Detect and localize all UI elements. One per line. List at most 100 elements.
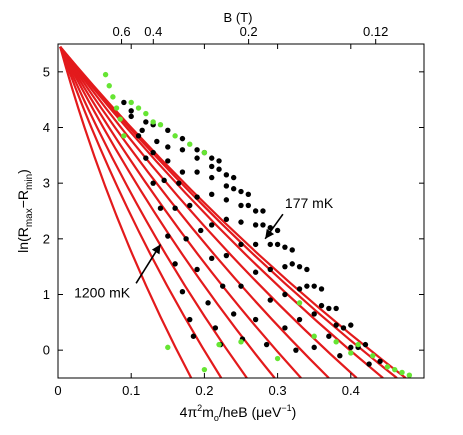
data-point-s11-13 <box>187 141 193 147</box>
data-point-s6-8 <box>282 291 288 298</box>
data-point-s11-12 <box>172 133 178 139</box>
data-point-s9-3 <box>238 188 244 195</box>
fit-line-10 <box>59 46 407 378</box>
data-point-s6-10 <box>311 344 317 351</box>
data-point-s3-1 <box>143 119 149 125</box>
data-point-s4-4 <box>194 194 200 200</box>
data-point-s5-3 <box>194 169 200 175</box>
data-point-s6-3 <box>209 174 215 181</box>
data-point-s1-4 <box>143 155 149 161</box>
x-axis-label: 4π2mo/heB (μeV−1) <box>180 403 297 423</box>
data-point-s10-5 <box>274 227 281 234</box>
fit-lines <box>59 46 407 378</box>
data-point-s10-6 <box>289 247 295 253</box>
data-point-s8-2 <box>216 166 222 172</box>
data-point-s11-1 <box>102 71 109 78</box>
annotation-arrowhead-2 <box>151 244 161 255</box>
data-point-s3-5 <box>187 202 193 209</box>
top-tick-label-4: 0.12 <box>363 24 388 39</box>
data-point-s7-11 <box>337 353 343 359</box>
data-point-s8-4 <box>245 202 252 209</box>
x-tick-label-3: 0.2 <box>195 383 213 398</box>
data-point-s10-4 <box>260 208 266 214</box>
data-point-s3-2 <box>154 138 160 145</box>
data-point-s11-3 <box>110 94 116 100</box>
data-point-s7-5 <box>252 222 259 228</box>
data-point-s11-15 <box>165 344 171 351</box>
data-point-s5-6 <box>238 241 244 248</box>
data-point-s1-2 <box>128 113 134 120</box>
data-point-s5-10 <box>293 347 299 353</box>
fit-line-5 <box>59 46 302 378</box>
data-point-s9-8 <box>311 283 317 289</box>
annotation-arrowhead-1 <box>265 228 275 239</box>
fit-line-1 <box>59 46 193 378</box>
data-point-s11-27 <box>392 366 398 373</box>
y-tick-label-4: 3 <box>43 176 50 191</box>
top-axis-label: B (T) <box>224 10 253 25</box>
annotations: 177 mK 1200 mK <box>74 195 334 300</box>
data-point-s11-5 <box>117 116 123 122</box>
data-point-s11-11 <box>157 122 164 128</box>
y-tick-label-3: 2 <box>43 231 50 246</box>
data-point-s11-2 <box>106 83 112 89</box>
data-point-s5-7 <box>252 269 259 275</box>
data-point-s4-5 <box>209 222 215 228</box>
data-point-s11-19 <box>274 355 281 362</box>
data-point-s1-10 <box>187 316 193 323</box>
data-point-s7-2 <box>209 163 215 170</box>
data-point-s11-9 <box>143 110 149 117</box>
data-point-s11-16 <box>216 341 222 348</box>
data-points <box>102 71 413 378</box>
data-point-s9-6 <box>282 244 288 250</box>
data-point-s7-4 <box>238 202 244 209</box>
data-point-s4-3 <box>179 169 186 175</box>
data-point-s1-11 <box>190 333 197 339</box>
data-point-s11-6 <box>121 133 127 139</box>
data-point-s2-4 <box>161 177 167 184</box>
data-point-s11-18 <box>238 339 244 345</box>
data-point-s8-6 <box>274 241 281 248</box>
y-tick-label-5: 4 <box>43 120 50 135</box>
data-point-s5-5 <box>223 216 230 223</box>
data-point-s4-8 <box>252 316 259 323</box>
fit-line-6 <box>59 46 330 378</box>
fit-line-7 <box>59 46 358 378</box>
data-point-s6-7 <box>267 266 273 273</box>
data-point-s9-2 <box>223 172 230 178</box>
top-tick-label-3: 0.2 <box>240 24 258 39</box>
data-point-s3-4 <box>176 180 182 186</box>
data-point-s11-29 <box>406 372 413 378</box>
data-point-s3-8 <box>220 283 226 289</box>
data-point-s2-5 <box>172 205 178 211</box>
data-point-s5-4 <box>209 191 215 197</box>
data-point-s7-3 <box>223 183 230 189</box>
data-point-s4-2 <box>165 144 171 150</box>
data-point-s9-9 <box>326 305 332 312</box>
data-point-s1-3 <box>135 133 142 139</box>
data-point-s11-21 <box>311 333 317 339</box>
data-point-s8-7 <box>289 261 295 267</box>
data-point-s11-14 <box>201 149 208 156</box>
data-point-s8-11 <box>348 344 354 351</box>
data-point-s11-24 <box>355 341 361 348</box>
data-point-s2-7 <box>194 266 200 273</box>
data-point-s1-7 <box>165 233 171 239</box>
y-tick-label-2: 1 <box>43 287 50 302</box>
data-point-s8-8 <box>304 283 310 289</box>
data-point-s9-1 <box>209 155 215 161</box>
data-point-s1-1 <box>121 99 127 106</box>
data-point-s3-7 <box>209 255 215 262</box>
data-point-s3-9 <box>230 311 237 317</box>
x-tick-label-1: 0 <box>54 383 61 398</box>
data-point-s6-5 <box>238 219 244 225</box>
top-tick-label-2: 0.4 <box>144 24 162 39</box>
data-point-s7-7 <box>282 263 288 270</box>
annotation-label-2: 1200 mK <box>74 284 131 300</box>
data-point-s5-8 <box>267 297 273 303</box>
data-point-s11-10 <box>150 119 156 125</box>
data-point-s10-9 <box>333 305 339 312</box>
data-point-s7-9 <box>311 311 317 317</box>
x-tick-label-4: 0.3 <box>269 383 287 398</box>
